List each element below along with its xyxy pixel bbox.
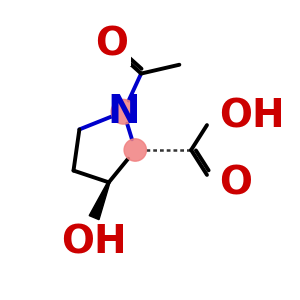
Circle shape xyxy=(124,139,146,161)
Text: O: O xyxy=(219,165,252,203)
Circle shape xyxy=(111,99,136,124)
Polygon shape xyxy=(89,182,110,220)
Text: OH: OH xyxy=(61,224,127,262)
Text: OH: OH xyxy=(219,97,285,135)
Text: O: O xyxy=(95,25,128,63)
Text: N: N xyxy=(107,93,140,131)
